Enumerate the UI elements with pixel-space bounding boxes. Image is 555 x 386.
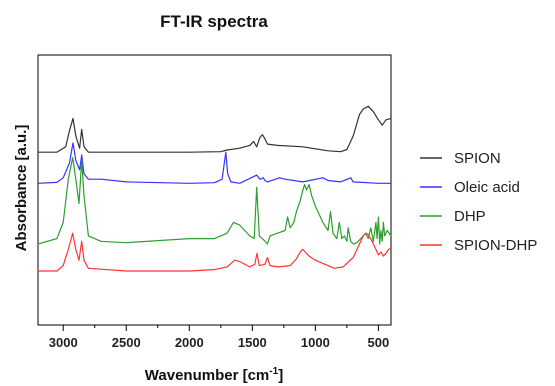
legend: SPION Oleic acid DHP SPION-DHP [420,150,537,254]
x-axis-label-sup: -1 [269,366,278,377]
x-tick-label: 3000 [49,335,78,350]
x-axis-label: Wavenumber [cm-1] [145,366,283,384]
x-axis-label-main: Wavenumber [cm [145,367,269,384]
x-tick-label: 2500 [112,335,141,350]
series-line-0 [38,105,392,153]
x-tick-layer: 3000 2500 2000 1500 1000 500 [49,325,389,350]
chart-title: FT-IR spectra [160,12,268,31]
x-axis-label-close: ] [278,367,283,384]
series-line-1 [37,142,391,184]
series-layer [37,105,392,272]
x-tick-label: 1000 [301,335,330,350]
legend-label-1: Oleic acid [454,179,520,196]
legend-label-3: SPION-DHP [454,237,537,254]
series-line-2 [37,157,392,245]
x-tick-label: 2000 [175,335,204,350]
x-tick-label: 1500 [238,335,267,350]
y-axis-label: Absorbance [a.u.] [13,125,30,252]
legend-label-0: SPION [454,150,501,167]
series-line-3 [38,232,392,272]
plot-frame [37,54,392,326]
legend-label-2: DHP [454,208,486,225]
x-tick-label: 500 [368,335,390,350]
